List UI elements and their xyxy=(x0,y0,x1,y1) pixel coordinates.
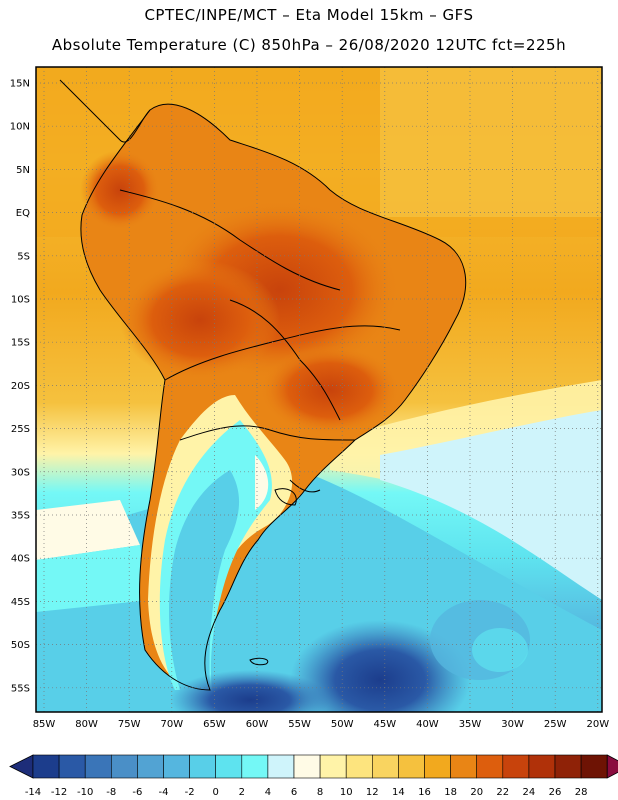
colorbar-label: -10 xyxy=(77,787,93,798)
colorbar-swatch xyxy=(450,754,478,779)
colorbar-swatch xyxy=(424,754,451,779)
colorbar-swatch xyxy=(267,754,295,779)
lon-label: 45W xyxy=(373,719,396,730)
plot-frame xyxy=(35,66,603,713)
colorbar-label: 14 xyxy=(392,787,405,798)
colorbar-label: -4 xyxy=(159,787,169,798)
lon-label: 85W xyxy=(33,719,56,730)
lat-label: 15N xyxy=(10,79,30,90)
map-title-line-1: CPTEC/INPE/MCT – Eta Model 15km – GFS xyxy=(144,6,474,24)
lon-label: 40W xyxy=(416,719,439,730)
colorbar-swatch xyxy=(189,754,217,779)
temperature-field xyxy=(36,67,602,712)
colorbar-swatch xyxy=(345,754,373,779)
colorbar-label: 4 xyxy=(265,787,271,798)
colorbar-swatch xyxy=(215,754,243,779)
colorbar-swatch xyxy=(319,754,347,779)
lat-label: 45S xyxy=(11,597,30,608)
colorbar-swatch xyxy=(476,754,504,779)
lat-label: 35S xyxy=(11,511,30,522)
colorbar-label: 12 xyxy=(366,787,379,798)
lat-label: 25S xyxy=(11,424,30,435)
colorbar-swatch xyxy=(58,754,86,779)
lat-label: 20S xyxy=(11,381,30,392)
lon-label: 30W xyxy=(501,719,524,730)
lat-label: 15S xyxy=(11,338,30,349)
colorbar xyxy=(9,754,618,779)
longitude-labels: 85W 80W 75W 70W 65W 60W 55W 50W 45W 40W 35W 30W 25W 2… xyxy=(33,719,610,730)
lon-label: 35W xyxy=(459,719,482,730)
lon-label: 60W xyxy=(246,719,269,730)
lat-label: 55S xyxy=(11,683,30,694)
colorbar-labels: -14 -12 -10 -8 -6 -4 -2 0 2 4 6 8 10 12 14 16 18 20 22 24 26… xyxy=(25,787,588,798)
colorbar-swatch xyxy=(111,754,138,779)
colorbar-label: 8 xyxy=(317,787,323,798)
colorbar-label: 10 xyxy=(340,787,353,798)
lat-label: 10N xyxy=(10,122,30,133)
colorbar-under-triangle xyxy=(9,754,34,779)
map-title-line-2: Absolute Temperature (C) 850hPa – 26/08/… xyxy=(51,36,567,54)
colorbar-label: 24 xyxy=(523,787,536,798)
lon-label: 70W xyxy=(160,719,183,730)
colorbar-swatch xyxy=(137,754,164,779)
lat-label: EQ xyxy=(16,208,30,219)
colorbar-label: 20 xyxy=(470,787,483,798)
lat-label: 40S xyxy=(11,554,30,565)
colorbar-swatch xyxy=(528,754,556,779)
colorbar-swatch xyxy=(163,754,190,779)
lon-label: 20W xyxy=(586,719,609,730)
lon-label: 50W xyxy=(331,719,354,730)
lon-label: 55W xyxy=(288,719,311,730)
colorbar-swatch xyxy=(398,754,425,779)
colorbar-label: 28 xyxy=(575,787,588,798)
colorbar-swatch xyxy=(502,754,530,779)
colorbar-label: 16 xyxy=(418,787,431,798)
colorbar-label: 22 xyxy=(496,787,509,798)
lon-label: 25W xyxy=(544,719,567,730)
lat-label: 5S xyxy=(17,251,30,262)
colorbar-swatch xyxy=(293,754,321,779)
colorbar-swatch xyxy=(580,754,608,779)
colorbar-label: 26 xyxy=(549,787,562,798)
lat-label: 50S xyxy=(11,640,30,651)
lat-label: 10S xyxy=(11,295,30,306)
lon-label: 80W xyxy=(75,719,98,730)
lat-label: 30S xyxy=(11,467,30,478)
colorbar-label: 18 xyxy=(444,787,457,798)
latitude-labels: 15N 10N 5N EQ 5S 10S 15S 20S 25S 30S 35S 40S 45S 50S 5… xyxy=(10,79,30,695)
colorbar-swatch xyxy=(554,754,582,779)
colorbar-label: -12 xyxy=(51,787,67,798)
lat-label: 5N xyxy=(16,165,30,176)
coastlines-and-borders xyxy=(59,79,467,691)
colorbar-label: -14 xyxy=(25,787,41,798)
colorbar-label: 0 xyxy=(213,787,219,798)
lon-label: 65W xyxy=(203,719,226,730)
colorbar-label: 6 xyxy=(291,787,297,798)
colorbar-swatch xyxy=(84,754,112,779)
lon-label: 75W xyxy=(118,719,141,730)
colorbar-label: -6 xyxy=(132,787,142,798)
colorbar-swatch xyxy=(241,754,269,779)
colorbar-swatch xyxy=(371,754,399,779)
colorbar-swatch xyxy=(32,754,60,779)
colorbar-label: 2 xyxy=(239,787,245,798)
colorbar-label: -8 xyxy=(106,787,116,798)
colorbar-over-triangle xyxy=(606,754,618,779)
colorbar-label: -2 xyxy=(185,787,195,798)
